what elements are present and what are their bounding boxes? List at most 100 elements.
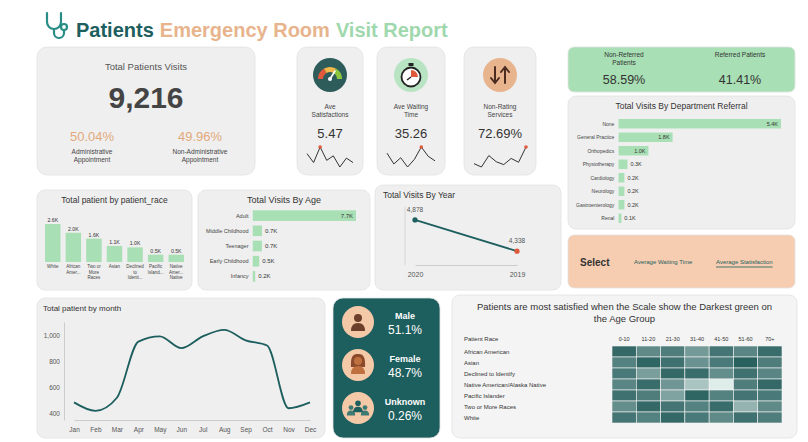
text-line: to: [133, 270, 137, 275]
bar: [169, 255, 184, 262]
selector-option[interactable]: Average Statisfaction: [716, 259, 773, 265]
bar: [253, 225, 262, 236]
icon-bg: [394, 58, 428, 92]
line-chart: Total patient by month4006008001,000JanF…: [37, 298, 325, 438]
x-axis-tick: Aug: [219, 420, 231, 434]
text-line: Races: [88, 275, 102, 280]
text-line: Pacific: [149, 264, 163, 269]
selector-option[interactable]: Average Waiting Time: [634, 259, 693, 265]
heat-cell: [733, 357, 757, 368]
icon-part: [409, 63, 414, 66]
category-label: Middle Childhood: [206, 228, 249, 234]
category-label: Neurology: [592, 188, 615, 194]
data-label: 1.8K: [658, 134, 670, 140]
bar: [86, 239, 101, 262]
dashboard-root: PatientsEmergency RoomVisit Report Total …: [0, 0, 808, 442]
bars: [618, 119, 781, 223]
category-label: PacificIsland...: [148, 264, 164, 275]
kpi-card: Non-RatingServices72.69%: [464, 47, 536, 175]
heat-cell: [685, 357, 709, 368]
text-line: Total patient by patient_race: [61, 195, 168, 205]
heat-cell: [636, 357, 660, 368]
bar: [618, 173, 624, 182]
heat-cell: [709, 357, 733, 368]
category-label: Asian: [109, 264, 121, 269]
panel: [37, 190, 192, 290]
y-axis-line: [405, 207, 406, 265]
heat-cell: [636, 379, 660, 390]
y-axis-tick-label: 400: [49, 410, 60, 417]
text-line: Services: [488, 111, 514, 118]
sparkline: [387, 147, 435, 167]
text-line: Asian: [109, 264, 121, 269]
icon-part: [501, 67, 509, 83]
text-line: Identi...: [128, 275, 143, 280]
x-axis: JanFebMarAprMayJunJulAugSepOctNovDec: [69, 420, 317, 434]
data-label: 1.1K: [109, 239, 120, 245]
category-label: Gastroenterology: [576, 202, 615, 208]
heat-cell: [758, 401, 782, 412]
bar: [127, 247, 142, 262]
text-line: Native: [170, 264, 183, 269]
plot-area: [412, 217, 519, 254]
bar: [618, 214, 621, 223]
panel: [375, 185, 561, 290]
gender-icon: [342, 349, 374, 381]
heat-cell: [612, 357, 636, 368]
heat-cell: [685, 401, 709, 412]
category-label: Physiotherapy: [583, 161, 615, 167]
text-line: Ave Waiting: [394, 103, 429, 111]
gender-icon: [342, 306, 374, 338]
category-label: Early Childhood: [210, 258, 249, 264]
chart-title: Total Visits By Age: [247, 195, 321, 205]
icon-bg: [483, 58, 517, 92]
data-label: 0.5K: [262, 258, 274, 264]
heat-cell: [612, 379, 636, 390]
data-label: 2.0K: [68, 226, 79, 232]
kpi-percent: 50.04%: [70, 129, 115, 144]
x-axis-line: [416, 265, 518, 266]
bar: [66, 233, 81, 262]
text-line: Satisfactions: [312, 111, 350, 118]
icon-body: [351, 366, 365, 374]
heat-cell: [758, 390, 782, 401]
bar: [618, 146, 648, 155]
kpi-value: 5.47: [317, 126, 342, 141]
category-label: Orthopedics: [587, 148, 614, 154]
x-axis-tick: Mar: [112, 420, 124, 433]
dashboard-title: PatientsEmergency RoomVisit Report: [76, 19, 448, 41]
bar: [253, 241, 262, 252]
bars: [253, 210, 357, 281]
kpi-card: Ave WaitingTime35.26: [377, 47, 445, 175]
y-axis-tick: 800: [49, 358, 64, 365]
x-axis-tick-label: Dec: [305, 426, 317, 433]
bar: [618, 200, 624, 209]
heat-cell: [733, 346, 757, 357]
bar: [253, 210, 357, 221]
heat-cell: [661, 368, 685, 379]
chart-title: Total Visits By Department Referral: [615, 101, 747, 111]
kpi-label: AdministrativeAppointment: [72, 148, 113, 164]
heat-cell: [709, 346, 733, 357]
data-label: 0.5K: [150, 248, 161, 254]
kpi-label: Referred Patients: [715, 51, 766, 58]
heat-cell: [685, 368, 709, 379]
category-label: General Practice: [577, 134, 614, 140]
heat-cell: [733, 368, 757, 379]
heatmap: Patients are most satisfied when the Sca…: [452, 295, 797, 438]
heat-cell: [636, 390, 660, 401]
heat-cell: [758, 346, 782, 357]
heat-cell: [733, 401, 757, 412]
bar: [107, 246, 122, 262]
heat-cell: [733, 412, 757, 423]
heat-cell: [661, 346, 685, 357]
heat-cell: [661, 357, 685, 368]
data-label: 0.2K: [258, 273, 270, 279]
text-line: More: [89, 270, 100, 275]
data-label: 1.0K: [634, 148, 646, 154]
text-line: Declined: [126, 264, 144, 269]
total-visits-card: Total Patients Visits9,21650.04%Administ…: [37, 47, 255, 175]
icon-part: [491, 67, 499, 83]
heat-cell: [733, 379, 757, 390]
line: [74, 330, 310, 411]
